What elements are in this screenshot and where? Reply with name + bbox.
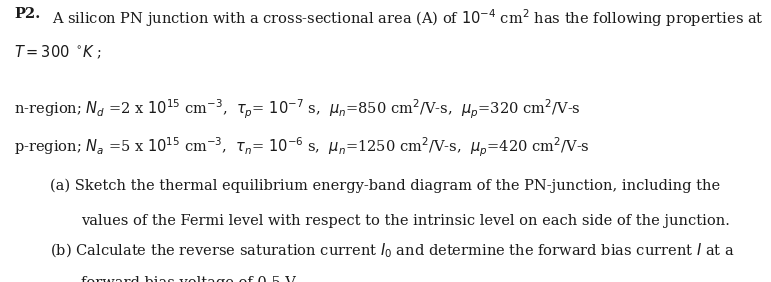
Text: p-region; $N_a$ =5 x $10^{15}$ cm$^{-3}$,  $\tau_n$= $10^{-6}$ s,  $\mu_n$=1250 : p-region; $N_a$ =5 x $10^{15}$ cm$^{-3}$… [14,135,590,159]
Text: n-region; $N_d$ =2 x $10^{15}$ cm$^{-3}$,  $\tau_p$= $10^{-7}$ s,  $\mu_n$=850 c: n-region; $N_d$ =2 x $10^{15}$ cm$^{-3}$… [14,97,581,121]
Text: $T = 300\ ^\circ\!K$ ;: $T = 300\ ^\circ\!K$ ; [14,44,102,61]
Text: (a) Sketch the thermal equilibrium energy-band diagram of the PN-junction, inclu: (a) Sketch the thermal equilibrium energ… [50,178,720,193]
Text: (b) Calculate the reverse saturation current $I_0$ and determine the forward bia: (b) Calculate the reverse saturation cur… [50,241,735,259]
Text: values of the Fermi level with respect to the intrinsic level on each side of th: values of the Fermi level with respect t… [81,214,730,228]
Text: forward bias voltage of 0.5 V.: forward bias voltage of 0.5 V. [81,276,298,282]
Text: P2.: P2. [14,7,40,21]
Text: A silicon PN junction with a cross-sectional area (A) of $10^{-4}$ cm$^2$ has th: A silicon PN junction with a cross-secti… [52,7,763,29]
